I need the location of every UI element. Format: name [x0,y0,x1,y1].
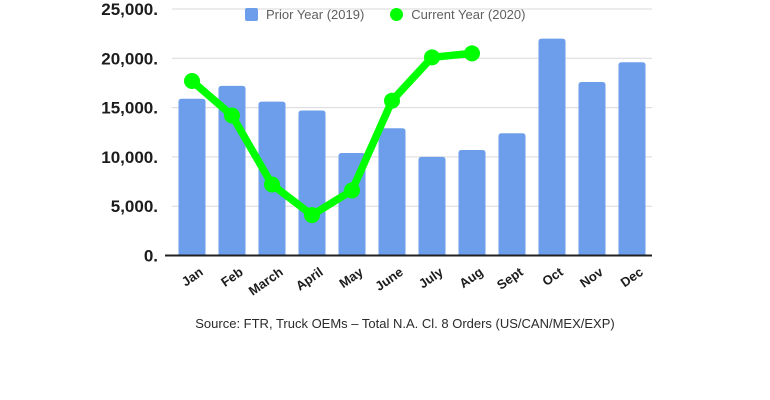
data-point-may [344,182,360,199]
data-point-jan [184,72,200,89]
bar-nov [578,81,606,256]
x-axis-label-aug: Aug [456,264,485,291]
data-point-april [304,207,320,224]
legend-item-prior-year: Prior Year (2019) [245,7,364,22]
x-axis-label-april: April [293,264,326,293]
x-axis-label-july: July [416,264,447,292]
legend-label-prior-year: Prior Year (2019) [266,7,365,22]
y-axis-tick-label: 5,000. [111,197,158,216]
line-series [188,49,476,219]
x-axis-label-may: May [336,264,366,291]
data-point-june [384,92,400,109]
x-axis-label-oct: Oct [539,264,566,289]
legend-item-current-year: Current Year (2020) [390,7,525,22]
bar-aug [458,149,486,256]
bar-dec [618,62,646,256]
bar-sept [498,133,526,256]
data-point-july [424,49,440,66]
y-axis-tick-label: 25,000. [101,0,158,19]
bar-jan [178,98,206,256]
bar-oct [538,38,566,256]
source-note: Source: FTR, Truck OEMs – Total N.A. Cl.… [195,316,615,331]
chart-canvas: 0. 5,000. 10,000. 15,000. 20,000. 25,000. Jan F… [101,0,652,298]
bar-series-swatch-icon [245,8,258,21]
data-point-feb [224,107,240,124]
x-axis-label-jan: Jan [179,264,206,289]
legend-label-current-year: Current Year (2020) [411,7,526,22]
y-axis-tick-label: 20,000. [101,49,158,68]
y-axis-tick-label: 15,000. [101,99,158,118]
x-axis-label-nov: Nov [577,264,606,291]
x-axis-label-march: March [246,264,286,298]
data-point-aug [464,45,480,62]
bar-july [418,156,446,256]
chart-legend: Prior Year (2019) Current Year (2020) [245,7,525,22]
x-axis-label-sept: Sept [494,264,526,293]
x-axis-label-dec: Dec [618,264,646,290]
x-axis-label-june: June [372,264,405,294]
data-point-march [264,176,280,193]
y-axis-tick-label: 10,000. [101,148,158,167]
bar-april [298,110,326,256]
line-series-swatch-icon [390,8,404,21]
bar-june [378,128,406,256]
x-axis-label-feb: Feb [218,264,246,290]
y-axis-tick-label: 0. [144,247,158,266]
